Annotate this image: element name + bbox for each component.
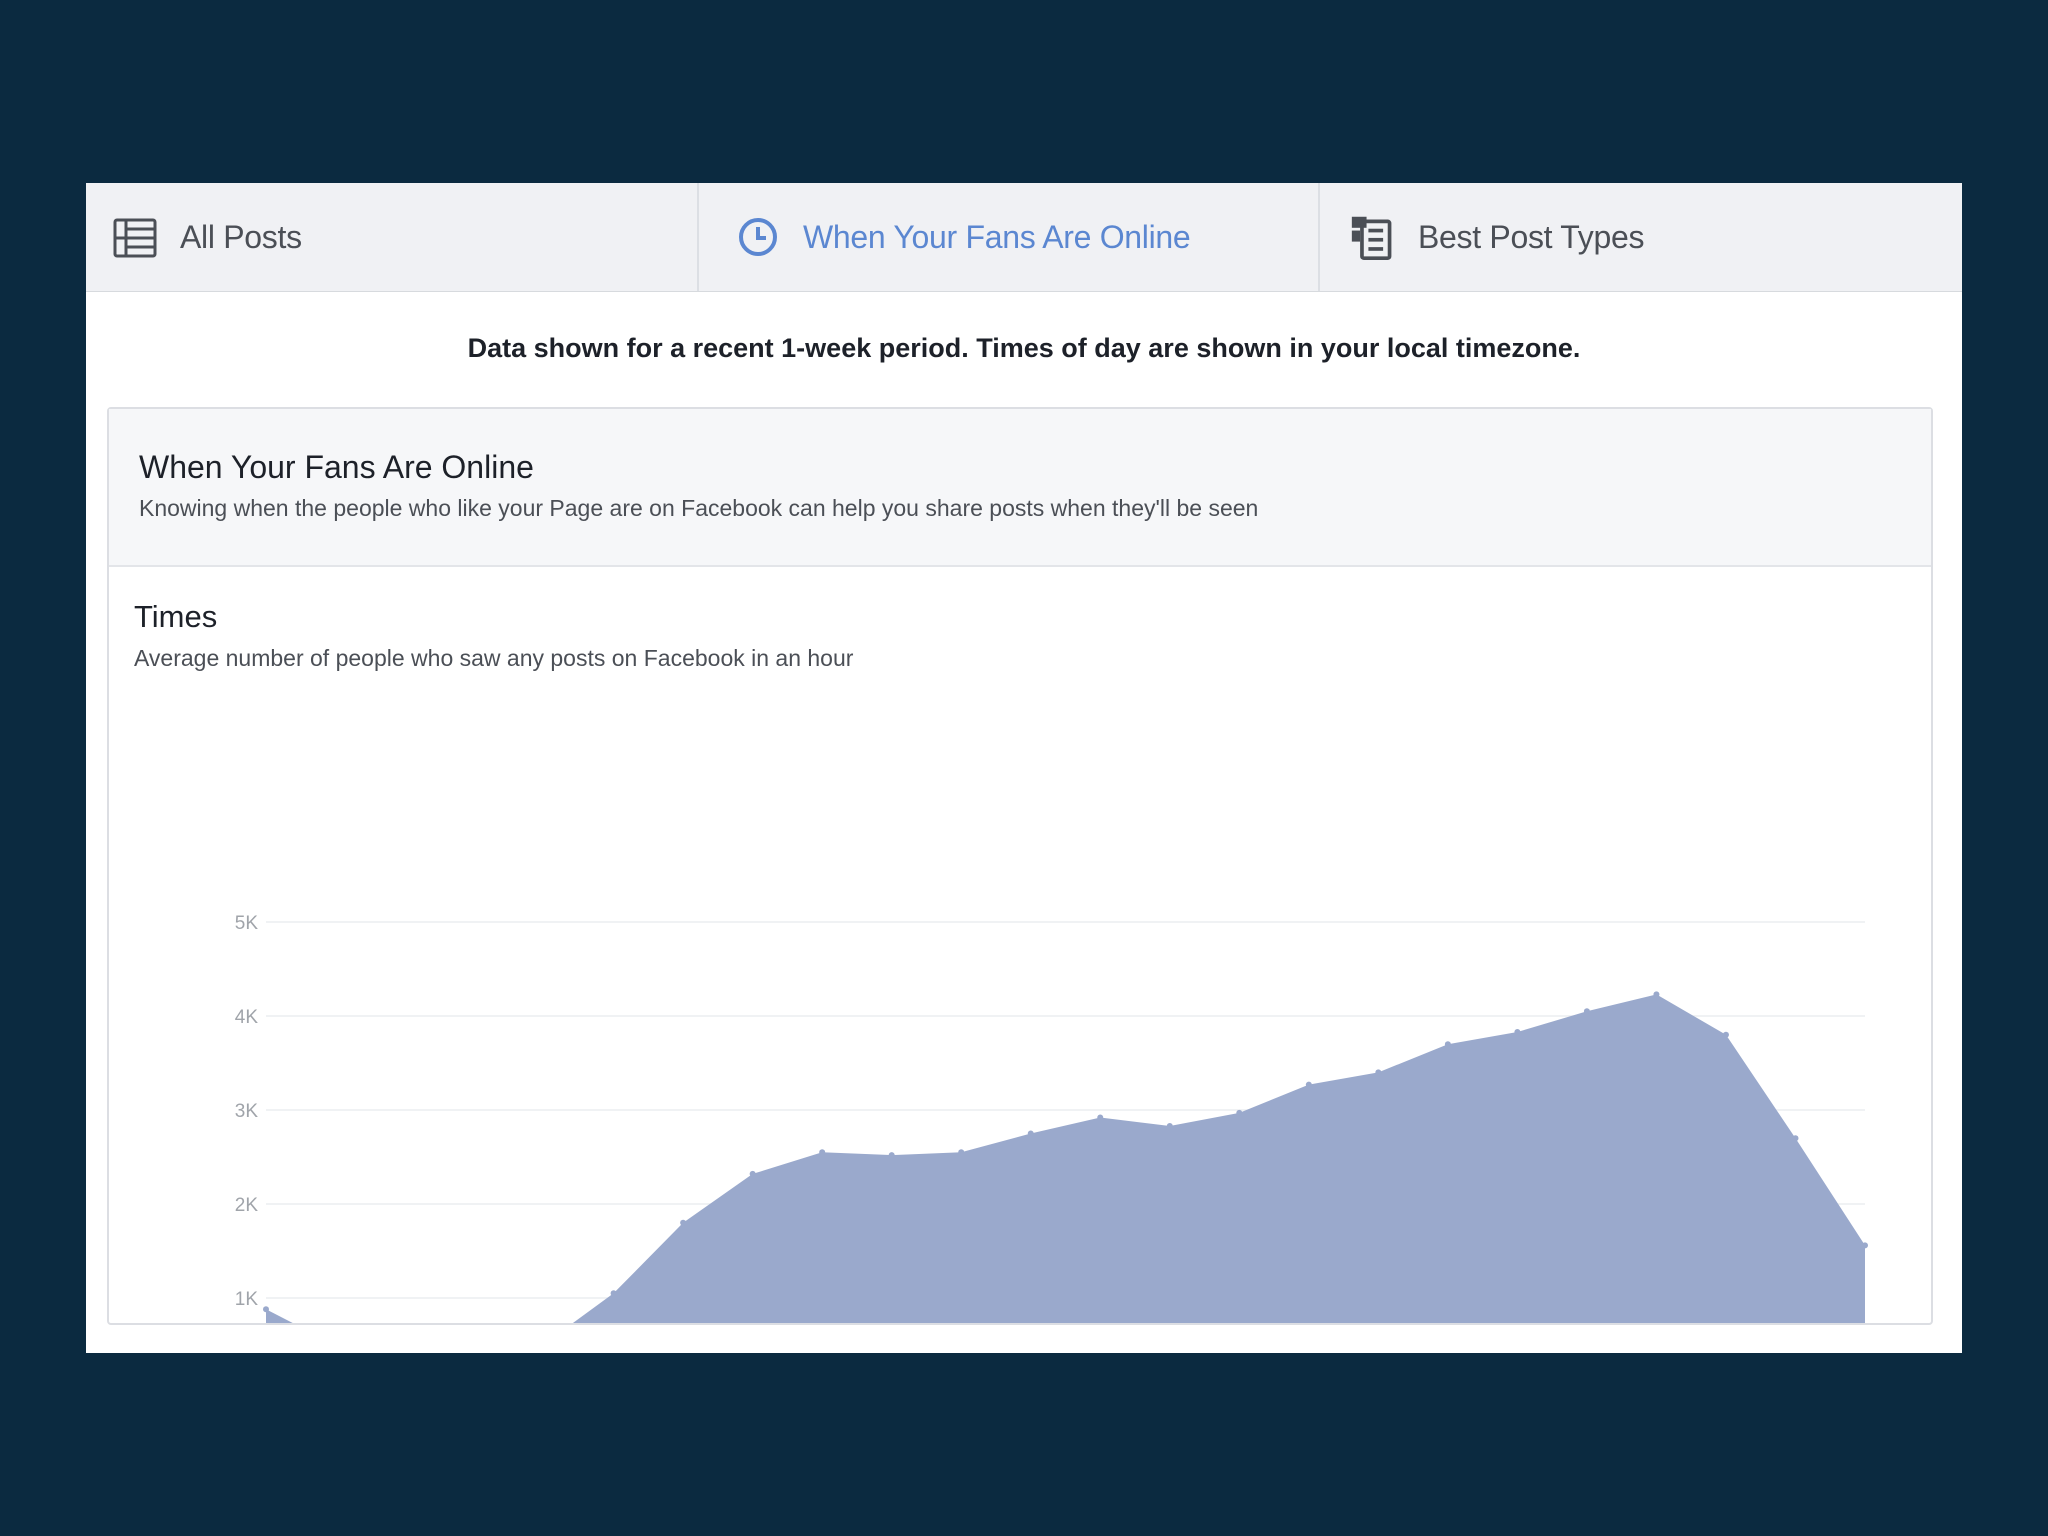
- y-tick-label: 1K: [235, 1289, 259, 1310]
- tab-best-post-types-label: Best Post Types: [1418, 218, 1645, 255]
- data-point: [958, 1149, 965, 1156]
- y-tick-label: 2K: [235, 1195, 259, 1216]
- card-subtitle: Knowing when the people who like your Pa…: [139, 495, 1259, 521]
- clock-icon: [739, 218, 777, 256]
- y-tick-label: 4K: [235, 1007, 259, 1028]
- tab-all-posts[interactable]: All Posts: [86, 183, 697, 291]
- data-point: [1027, 1130, 1034, 1137]
- section-subtitle: Average number of people who saw any pos…: [134, 645, 854, 671]
- tab-when-fans-online-label: When Your Fans Are Online: [803, 218, 1191, 255]
- card-header: When Your Fans Are Online Knowing when t…: [109, 409, 1931, 567]
- data-point: [1097, 1114, 1104, 1121]
- section-title: Times: [134, 599, 218, 634]
- data-point: [1514, 1028, 1521, 1035]
- y-tick-label: 3K: [235, 1101, 259, 1122]
- data-point: [1166, 1122, 1173, 1129]
- y-tick-label: 5K: [235, 913, 259, 934]
- insights-panel: All Posts When Your Fans Are Online Best…: [86, 183, 1962, 1353]
- data-point: [1583, 1008, 1590, 1015]
- area-series: [266, 994, 1865, 1323]
- data-point: [1653, 991, 1660, 998]
- data-point: [1236, 1109, 1243, 1116]
- tab-bar: All Posts When Your Fans Are Online Best…: [86, 183, 1962, 292]
- data-point: [819, 1149, 826, 1156]
- data-point: [1305, 1081, 1312, 1088]
- list-icon: [113, 218, 157, 258]
- tab-all-posts-label: All Posts: [180, 218, 302, 255]
- card-title: When Your Fans Are Online: [139, 449, 534, 485]
- data-point: [749, 1170, 756, 1177]
- data-point: [888, 1152, 895, 1159]
- data-point: [1792, 1135, 1799, 1142]
- timezone-notice: Data shown for a recent 1-week period. T…: [467, 333, 1581, 363]
- post-types-icon: [1351, 216, 1392, 260]
- data-point: [680, 1219, 687, 1226]
- tab-best-post-types[interactable]: Best Post Types: [1318, 183, 1962, 291]
- times-area-chart: 01K2K3K4K5KMidnight3am6am9amNoon3pm6pm9p…: [235, 913, 1868, 1323]
- data-point: [1444, 1041, 1451, 1048]
- tab-when-fans-online[interactable]: When Your Fans Are Online: [697, 183, 1318, 291]
- data-point: [610, 1290, 617, 1297]
- data-point: [1375, 1069, 1382, 1076]
- data-point: [1722, 1031, 1729, 1038]
- data-point: [1862, 1242, 1868, 1249]
- fans-online-card: When Your Fans Are Online Knowing when t…: [107, 407, 1933, 1325]
- data-point: [263, 1306, 269, 1313]
